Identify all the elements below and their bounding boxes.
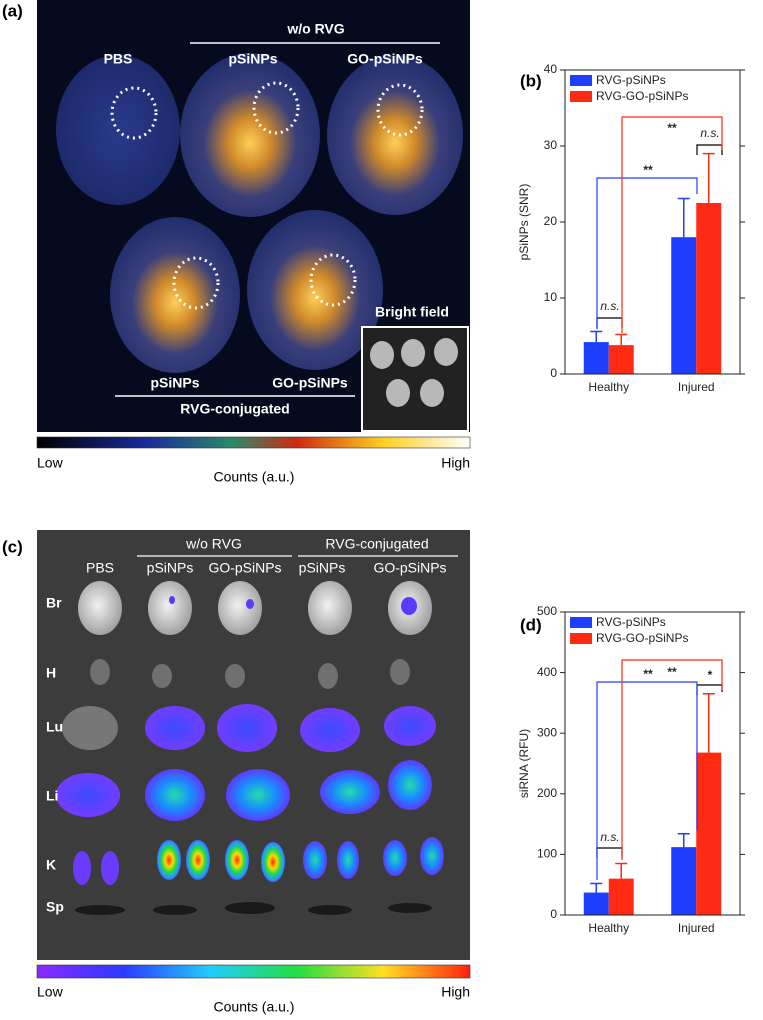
significance-bracket (596, 177, 698, 329)
legend-swatch (570, 617, 592, 628)
panel-label: (b) (520, 71, 542, 90)
group-label: RVG-conjugated (325, 536, 428, 552)
error-bar (702, 693, 715, 753)
colorbar-high: High (441, 984, 470, 1000)
error-bar (677, 197, 690, 238)
significance-bracket (596, 847, 623, 858)
y-axis-label: siRNA (RFU) (517, 729, 531, 798)
bright-field-inset (361, 326, 469, 432)
significance-label: n.s. (600, 299, 619, 313)
x-tick-label: Injured (678, 380, 715, 394)
y-tick-label: 40 (544, 62, 558, 76)
plot-frame (564, 611, 741, 916)
y-tick-label: 500 (537, 604, 557, 618)
y-tick-label: 400 (537, 665, 557, 679)
sample-label: pSiNPs (228, 51, 277, 67)
bar (608, 878, 634, 915)
group-label: w/o RVG (286, 21, 344, 37)
row-label: Br (46, 595, 62, 611)
colorbar-label: Counts (a.u.) (214, 469, 295, 485)
error-bar (615, 333, 628, 346)
y-axis-label: pSiNPs (SNR) (517, 184, 531, 261)
significance-bracket (596, 317, 623, 328)
column-label: pSiNPs (299, 560, 346, 576)
legend-swatch (570, 91, 592, 102)
legend-label: RVG-pSiNPs (596, 615, 666, 629)
brain-images (56, 53, 463, 373)
legend-label: RVG-GO-pSiNPs (596, 89, 688, 103)
significance-label: n.s. (600, 830, 619, 844)
column-label: pSiNPs (147, 560, 194, 576)
y-tick-label: 20 (544, 214, 558, 228)
significance-label: ** (667, 121, 677, 135)
x-tick-label: Healthy (588, 921, 629, 935)
y-tick-label: 30 (544, 138, 558, 152)
bar (671, 847, 697, 915)
row-label: Sp (46, 899, 64, 915)
y-tick-label: 10 (544, 290, 558, 304)
legend-swatch (570, 633, 592, 644)
row-label: Li (46, 788, 58, 804)
x-tick-label: Injured (678, 921, 715, 935)
column-label: PBS (86, 560, 114, 576)
colorbar-low: Low (37, 455, 64, 471)
error-bar (615, 862, 628, 879)
panel-label: (a) (2, 1, 23, 20)
inset-label: Bright field (375, 304, 449, 320)
sample-label: PBS (104, 51, 133, 67)
organs (56, 581, 444, 915)
plot-frame (564, 69, 741, 375)
bar (608, 345, 634, 374)
significance-bracket (621, 659, 723, 860)
significance-label: * (708, 668, 713, 682)
colorbar (36, 964, 471, 979)
x-tick-label: Healthy (588, 380, 629, 394)
colorbar-label: Counts (a.u.) (214, 999, 295, 1015)
error-bar (702, 152, 715, 203)
group-label: RVG-conjugated (180, 401, 289, 417)
error-bar (590, 882, 603, 893)
significance-label: ** (643, 163, 653, 177)
y-tick-label: 0 (550, 366, 557, 380)
column-label: GO-pSiNPs (373, 560, 446, 576)
bar (696, 203, 722, 374)
significance-bracket (621, 116, 723, 333)
legend-label: RVG-pSiNPs (596, 73, 666, 87)
sample-label: GO-pSiNPs (347, 51, 423, 67)
row-label: K (46, 857, 56, 873)
row-label: Lu (46, 719, 63, 735)
significance-label: n.s. (700, 126, 719, 140)
colorbar-high: High (441, 455, 470, 471)
error-bar (677, 833, 690, 848)
y-tick-label: 0 (550, 907, 557, 921)
y-tick-label: 100 (537, 847, 557, 861)
bar (696, 752, 722, 915)
significance-label: ** (667, 665, 677, 679)
sample-label: pSiNPs (150, 375, 199, 391)
sample-label: GO-pSiNPs (272, 375, 348, 391)
legend-label: RVG-GO-pSiNPs (596, 631, 688, 645)
colorbar-low: Low (37, 984, 64, 1000)
legend-swatch (570, 75, 592, 86)
error-bar (590, 330, 603, 343)
colorbar (36, 436, 471, 449)
bar (583, 342, 609, 374)
significance-label: ** (643, 667, 653, 681)
y-tick-label: 300 (537, 725, 557, 739)
bar (671, 237, 697, 374)
bar (583, 892, 609, 915)
column-label: GO-pSiNPs (208, 560, 281, 576)
group-label: w/o RVG (185, 536, 242, 552)
significance-bracket (596, 681, 698, 880)
panel-label: (d) (520, 615, 542, 634)
row-label: H (46, 665, 56, 681)
panel-label: (c) (2, 537, 23, 556)
y-tick-label: 200 (537, 786, 557, 800)
